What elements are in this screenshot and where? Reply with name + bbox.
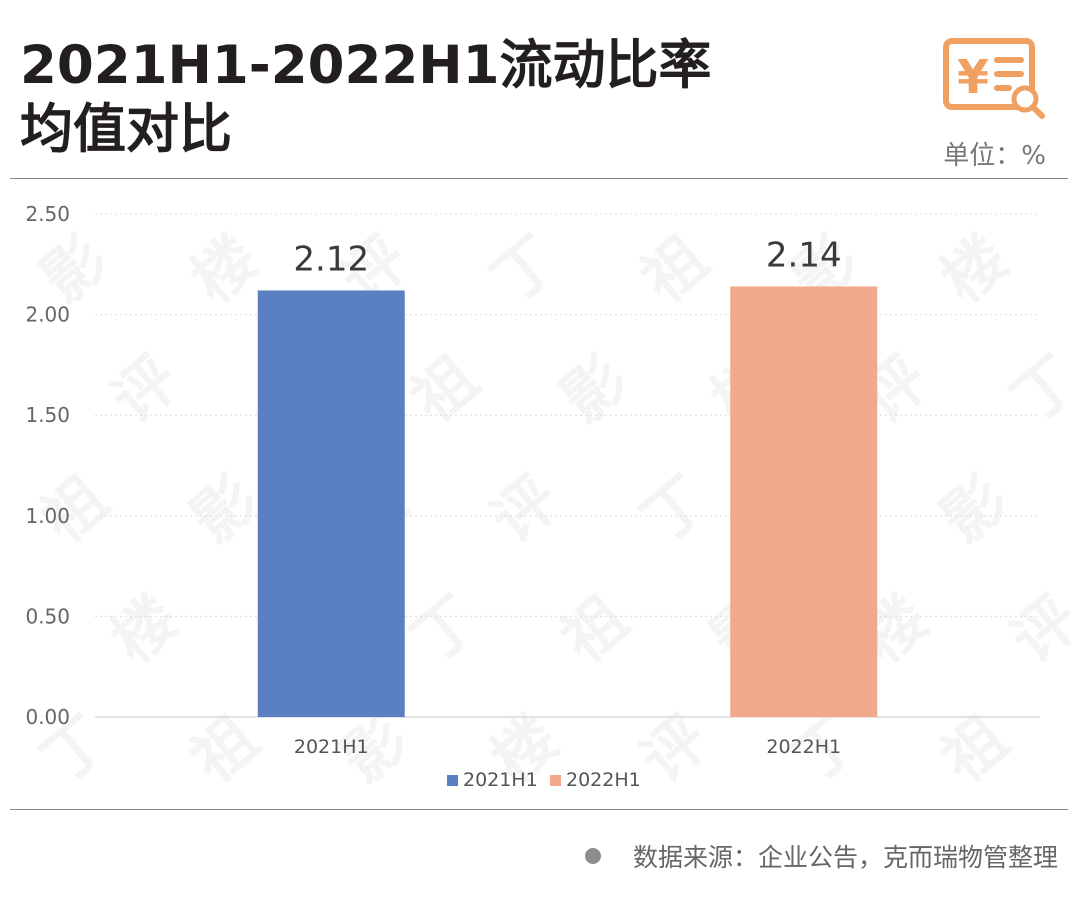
- legend-label: 2022H1: [566, 769, 641, 791]
- y-tick-label: 2.00: [25, 303, 70, 327]
- source-note: 数据来源：企业公告，克而瑞物管整理: [584, 838, 1058, 874]
- bullet-icon: [584, 848, 601, 864]
- bar: [257, 290, 405, 717]
- source-text: 数据来源：企业公告，克而瑞物管整理: [632, 843, 1058, 872]
- y-tick-label: 1.00: [25, 504, 70, 528]
- legend-label: 2021H1: [463, 769, 538, 791]
- y-tick-label: 2.50: [25, 202, 70, 226]
- x-tick-label: 2022H1: [766, 736, 841, 758]
- unit-label: 单位：%: [943, 141, 1046, 171]
- bar-chart: 0.00 0.50 1.00 1.50 2.00 2.50 2.12 2021H1 2.14 20…: [25, 202, 1040, 791]
- svg-text:¥: ¥: [957, 50, 989, 104]
- bottom-divider: [10, 809, 1068, 810]
- x-tick-label: 2021H1: [294, 736, 369, 758]
- data-label: 2.14: [766, 235, 842, 275]
- yuan-invoice-search-icon: ¥: [943, 38, 1045, 119]
- bar: [730, 286, 878, 717]
- title-line-2: 均值对比: [20, 99, 232, 160]
- top-divider: [10, 178, 1068, 179]
- y-tick-label: 0.50: [25, 604, 70, 628]
- chart-title: 2021H1-2022H1流动比率 均值对比: [20, 34, 840, 162]
- y-tick-label: 1.50: [25, 403, 70, 427]
- legend-swatch: [550, 775, 561, 786]
- legend-swatch: [447, 775, 458, 786]
- y-tick-label: 0.00: [25, 705, 70, 729]
- data-label: 2.12: [293, 239, 369, 279]
- title-line-1: 2021H1-2022H1流动比率: [20, 35, 712, 96]
